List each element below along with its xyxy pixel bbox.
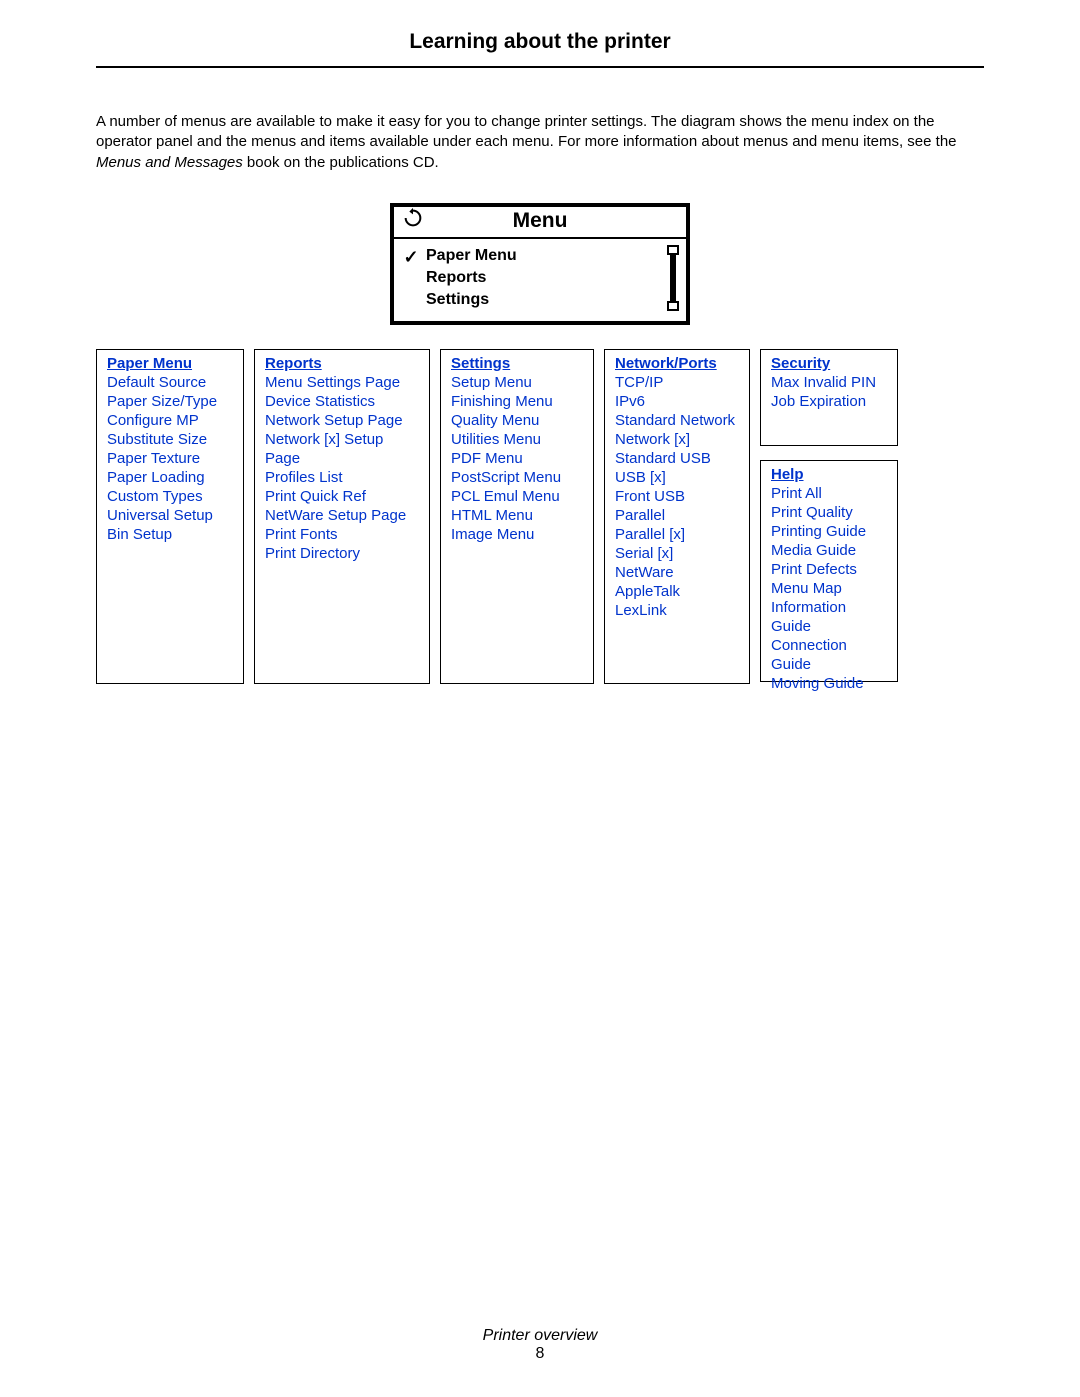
intro-text-1: A number of menus are available to make … [96, 113, 957, 150]
scroll-cap-bottom [667, 301, 679, 311]
menu-item[interactable]: Profiles List [265, 468, 419, 487]
menu-item[interactable]: Device Statistics [265, 392, 419, 411]
menu-item[interactable]: USB [x] [615, 468, 739, 487]
menu-item[interactable]: Network [x] Setup Page [265, 430, 419, 468]
menu-item[interactable]: HTML Menu [451, 506, 583, 525]
menu-item[interactable]: Menu Settings Page [265, 373, 419, 392]
menu-item[interactable]: Custom Types [107, 487, 233, 506]
page-title: Learning about the printer [96, 30, 984, 66]
column-head[interactable]: Settings [451, 354, 583, 373]
lcd-item: Reports [426, 267, 666, 289]
menu-columns: Paper Menu Default Source Paper Size/Typ… [96, 349, 984, 684]
menu-item[interactable]: Print Defects [771, 560, 887, 579]
menu-item[interactable]: Paper Loading [107, 468, 233, 487]
lcd-panel: Menu ✓ Paper Menu Reports Settings [390, 203, 690, 325]
menu-item[interactable]: NetWare Setup Page [265, 506, 419, 525]
menu-item[interactable]: Quality Menu [451, 411, 583, 430]
menu-item[interactable]: Paper Size/Type [107, 392, 233, 411]
menu-item[interactable]: Menu Map [771, 579, 887, 598]
lcd-items: Paper Menu Reports Settings [422, 245, 666, 311]
menu-item[interactable]: Image Menu [451, 525, 583, 544]
footer-label: Printer overview [483, 1327, 598, 1344]
column-reports: Reports Menu Settings Page Device Statis… [254, 349, 430, 684]
column-head[interactable]: Security [771, 354, 887, 373]
menu-item[interactable]: Standard Network [615, 411, 739, 430]
menu-item[interactable]: TCP/IP [615, 373, 739, 392]
menu-item[interactable]: Connection Guide [771, 636, 887, 674]
menu-item[interactable]: Print Fonts [265, 525, 419, 544]
lcd-header: Menu [394, 207, 686, 239]
menu-item[interactable]: Job Expiration [771, 392, 887, 411]
menu-item[interactable]: AppleTalk [615, 582, 739, 601]
title-rule [96, 66, 984, 68]
lcd-body: ✓ Paper Menu Reports Settings [394, 239, 686, 321]
column-head[interactable]: Help [771, 465, 887, 484]
menu-item[interactable]: Media Guide [771, 541, 887, 560]
menu-item[interactable]: Default Source [107, 373, 233, 392]
menu-item[interactable]: Universal Setup [107, 506, 233, 525]
menu-item[interactable]: PDF Menu [451, 449, 583, 468]
lcd-scrollbar [666, 245, 680, 311]
menu-item[interactable]: Network Setup Page [265, 411, 419, 430]
page-footer: Printer overview 8 [0, 1327, 1080, 1363]
menu-item[interactable]: Network [x] [615, 430, 739, 449]
menu-item[interactable]: Configure MP [107, 411, 233, 430]
menu-item[interactable]: Substitute Size [107, 430, 233, 449]
menu-item[interactable]: Setup Menu [451, 373, 583, 392]
menu-item[interactable]: Information Guide [771, 598, 887, 636]
scroll-track [670, 255, 676, 301]
menu-item[interactable]: Bin Setup [107, 525, 233, 544]
lcd-item: Paper Menu [426, 245, 666, 267]
menu-item[interactable]: Printing Guide [771, 522, 887, 541]
menu-item[interactable]: Utilities Menu [451, 430, 583, 449]
menu-item[interactable]: IPv6 [615, 392, 739, 411]
column-network-ports: Network/Ports TCP/IP IPv6 Standard Netwo… [604, 349, 750, 684]
column-head[interactable]: Network/Ports [615, 354, 739, 373]
menu-item[interactable]: Max Invalid PIN [771, 373, 887, 392]
page: Learning about the printer A number of m… [0, 0, 1080, 1397]
column-paper-menu: Paper Menu Default Source Paper Size/Typ… [96, 349, 244, 684]
menu-item[interactable]: Moving Guide [771, 674, 887, 693]
menu-item[interactable]: LexLink [615, 601, 739, 620]
menu-item[interactable]: Front USB [615, 487, 739, 506]
menu-item[interactable]: Standard USB [615, 449, 739, 468]
menu-item[interactable]: Serial [x] [615, 544, 739, 563]
lcd-item: Settings [426, 289, 666, 311]
menu-item[interactable]: Paper Texture [107, 449, 233, 468]
menu-item[interactable]: Print Quick Ref [265, 487, 419, 506]
menu-item[interactable]: Print Quality [771, 503, 887, 522]
column-head[interactable]: Reports [265, 354, 419, 373]
menu-item[interactable]: Finishing Menu [451, 392, 583, 411]
intro-text-2: book on the publications CD. [243, 154, 439, 171]
menu-item[interactable]: Parallel [615, 506, 739, 525]
column-head[interactable]: Paper Menu [107, 354, 233, 373]
column-right-stack: Security Max Invalid PIN Job Expiration … [760, 349, 898, 682]
menu-item[interactable]: Print All [771, 484, 887, 503]
column-help: Help Print All Print Quality Printing Gu… [760, 460, 898, 682]
menu-item[interactable]: Print Directory [265, 544, 419, 563]
menu-item[interactable]: Parallel [x] [615, 525, 739, 544]
lcd-panel-wrap: Menu ✓ Paper Menu Reports Settings [96, 203, 984, 325]
column-settings: Settings Setup Menu Finishing Menu Quali… [440, 349, 594, 684]
lcd-title: Menu [394, 207, 686, 237]
intro-italic: Menus and Messages [96, 154, 243, 171]
scroll-cap-top [667, 245, 679, 255]
intro-paragraph: A number of menus are available to make … [96, 112, 984, 173]
menu-item[interactable]: NetWare [615, 563, 739, 582]
page-number: 8 [0, 1345, 1080, 1363]
column-security: Security Max Invalid PIN Job Expiration [760, 349, 898, 446]
menu-item[interactable]: PostScript Menu [451, 468, 583, 487]
menu-item[interactable]: PCL Emul Menu [451, 487, 583, 506]
check-icon: ✓ [400, 245, 422, 311]
